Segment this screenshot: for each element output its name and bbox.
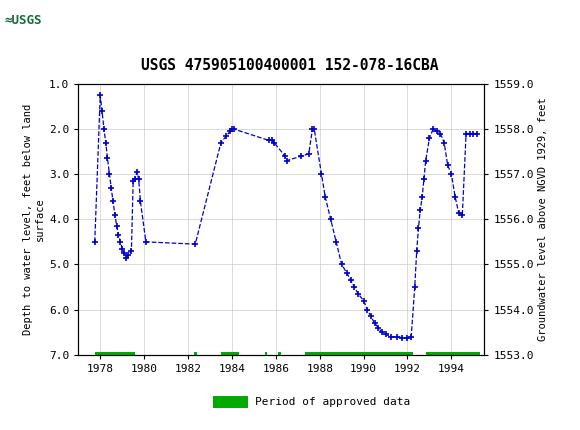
Y-axis label: Depth to water level, feet below land
surface: Depth to water level, feet below land su… (23, 104, 45, 335)
Bar (426, 353, 480, 357)
Bar (194, 353, 197, 357)
Text: ≈USGS: ≈USGS (5, 14, 42, 27)
FancyBboxPatch shape (3, 3, 70, 37)
Bar (278, 353, 281, 357)
Bar (95, 353, 135, 357)
Text: Period of approved data: Period of approved data (255, 397, 411, 407)
Bar (221, 353, 239, 357)
Text: USGS 475905100400001 152-078-16CBA: USGS 475905100400001 152-078-16CBA (142, 58, 438, 73)
Bar (213, 396, 248, 408)
Bar (265, 353, 267, 357)
Y-axis label: Groundwater level above NGVD 1929, feet: Groundwater level above NGVD 1929, feet (538, 98, 548, 341)
Bar (305, 353, 413, 357)
